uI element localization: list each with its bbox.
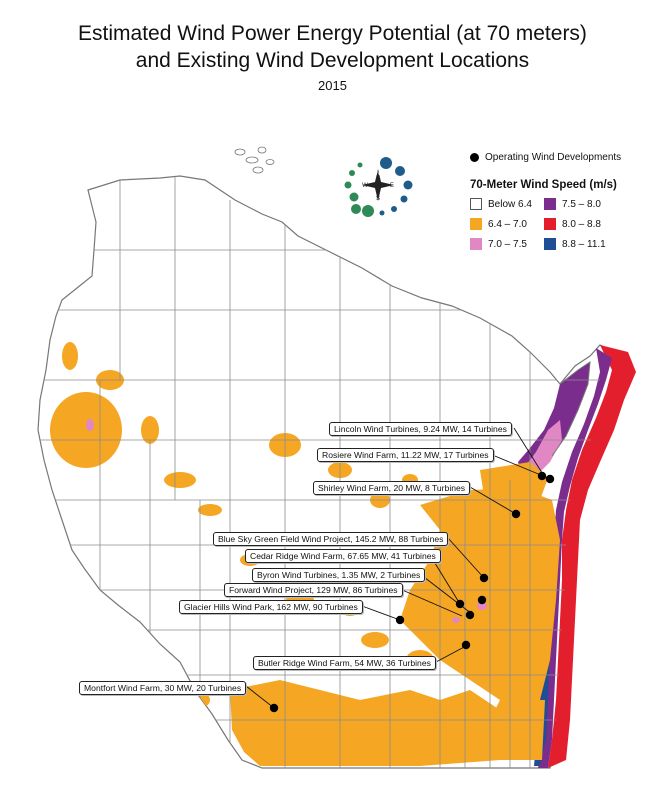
operating-legend-row: Operating Wind Developments [470, 152, 624, 163]
montfort-site-dot[interactable] [269, 703, 279, 713]
operating-wind-development-dots [269, 471, 555, 713]
compass-rose-icon: N S E W [344, 157, 413, 217]
legend-swatch [544, 238, 556, 250]
map-subtitle-year: 2015 [318, 78, 347, 93]
map-legend: Operating Wind Developments 70-Meter Win… [470, 152, 624, 250]
cedar-ridge-site-dot[interactable] [455, 599, 465, 609]
glacier-hills-site-dot[interactable] [395, 615, 405, 625]
wind-farm-label-cedar-ridge: Cedar Ridge Wind Farm, 67.65 MW, 41 Turb… [245, 549, 441, 563]
compass-s: S [376, 196, 380, 202]
legend-class-label: 6.4 – 7.0 [488, 218, 527, 230]
wind-speed-legend-heading: 70-Meter Wind Speed (m/s) [470, 179, 617, 191]
legend-swatch [544, 198, 556, 210]
wind-farm-label-rosiere: Rosiere Wind Farm, 11.22 MW, 17 Turbines [317, 448, 494, 462]
lincoln-site-dot[interactable] [537, 471, 547, 481]
map-title-line-2: and Existing Wind Development Locations [135, 49, 530, 72]
legend-class-label: 8.0 – 8.8 [562, 218, 601, 230]
compass-e: E [390, 183, 394, 189]
wind-farm-leader-lines [245, 427, 549, 709]
map-title-line-1: Estimated Wind Power Energy Potential (a… [78, 22, 587, 45]
wind-farm-label-montfort: Montfort Wind Farm, 30 MW, 20 Turbines [79, 681, 247, 695]
legend-class-item: 7.5 – 8.0 [544, 198, 624, 210]
legend-class-item: 6.4 – 7.0 [470, 218, 544, 230]
wind-farm-label-forward: Forward Wind Project, 129 MW, 86 Turbine… [224, 583, 403, 597]
wind-farm-label-shirley: Shirley Wind Farm, 20 MW, 8 Turbines [313, 481, 471, 495]
legend-class-label: Below 6.4 [488, 198, 532, 210]
apostle-islands [234, 146, 275, 174]
compass-n: N [376, 171, 380, 177]
legend-class-label: 7.0 – 7.5 [488, 238, 527, 250]
legend-class-item: 8.8 – 11.1 [544, 238, 624, 250]
wind-farm-label-butler-ridge: Butler Ridge Wind Farm, 54 MW, 36 Turbin… [253, 656, 436, 670]
legend-class-item: Below 6.4 [470, 198, 544, 210]
butler-ridge-site-dot[interactable] [461, 640, 471, 650]
forward-site-dot[interactable] [465, 610, 475, 620]
pink-speed-patches [86, 419, 487, 623]
legend-swatch [470, 198, 482, 210]
legend-class-label: 8.8 – 11.1 [562, 238, 606, 250]
wind-farm-label-lincoln: Lincoln Wind Turbines, 9.24 MW, 14 Turbi… [329, 422, 512, 436]
byron-site-dot[interactable] [477, 595, 487, 605]
legend-class-item: 7.0 – 7.5 [470, 238, 544, 250]
wind-farm-label-glacier-hills: Glacier Hills Wind Park, 162 MW, 90 Turb… [179, 600, 363, 614]
wind-farm-label-byron: Byron Wind Turbines, 1.35 MW, 2 Turbines [252, 568, 426, 582]
shirley-site-dot[interactable] [511, 509, 521, 519]
operating-legend-label: Operating Wind Developments [485, 152, 622, 163]
wind-farm-label-blue-sky: Blue Sky Green Field Wind Project, 145.2… [213, 532, 449, 546]
rosiere-site-dot[interactable] [545, 474, 555, 484]
operating-dot-icon [470, 153, 479, 162]
blue-sky-site-dot[interactable] [479, 573, 489, 583]
legend-class-label: 7.5 – 8.0 [562, 198, 601, 210]
door-peninsula-outline [551, 361, 591, 457]
compass-w: W [362, 183, 368, 189]
legend-class-item: 8.0 – 8.8 [544, 218, 624, 230]
legend-swatch [470, 238, 482, 250]
legend-swatch [470, 218, 482, 230]
wind-speed-classes: Below 6.4 7.5 – 8.0 6.4 – 7.0 8.0 – 8.8 7.0 … [470, 198, 624, 250]
legend-swatch [544, 218, 556, 230]
